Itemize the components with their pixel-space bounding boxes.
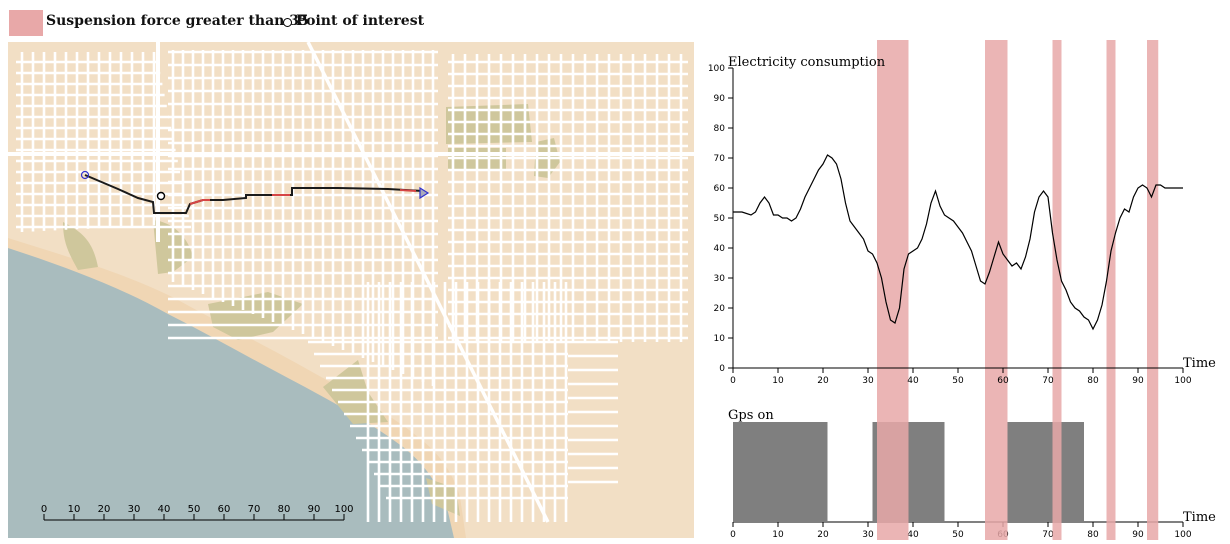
suspension-highlight-band (985, 40, 1008, 540)
scale-bar-tick-label: 90 (308, 504, 321, 515)
electricity-x-tick-label: 100 (1174, 376, 1191, 386)
gps-x-tick-label: 0 (730, 530, 736, 540)
map-road (306, 41, 550, 523)
scale-bar-tick-label: 60 (218, 504, 231, 515)
route-track (84, 174, 424, 214)
gps-x-tick-label: 30 (862, 530, 874, 540)
poi-legend-label: Point of interest (296, 13, 425, 29)
scale-bar-tick-label: 80 (278, 504, 291, 515)
electricity-chart-title: Electricity consumption (728, 55, 886, 70)
electricity-y-tick-label: 70 (714, 154, 726, 164)
highlight-legend-swatch (9, 10, 43, 36)
gps-x-tick-label: 100 (1174, 530, 1191, 540)
electricity-series-line (733, 154, 1183, 331)
suspension-highlight-bands (877, 40, 1159, 540)
electricity-x-tick-label: 90 (1132, 376, 1144, 386)
electricity-y-tick-label: 0 (719, 364, 725, 374)
scale-bar-tick-label: 20 (98, 504, 111, 515)
highlight-legend-label: Suspension force greater than 35 (46, 13, 309, 29)
route-track-highlight (399, 189, 417, 192)
electricity-chart-xlabel: Time (1183, 356, 1216, 371)
route-start-marker-icon[interactable] (80, 170, 90, 180)
electricity-x-tick-label: 10 (772, 376, 784, 386)
map-panel[interactable]: 0 10 20 30 40 50 60 70 80 90 100 (8, 41, 694, 538)
scale-bar-tick-label: 100 (334, 504, 353, 515)
gps-x-tick-label: 40 (907, 530, 919, 540)
gps-chart-xlabel: Time (1183, 510, 1216, 525)
electricity-y-tick-label: 30 (714, 274, 726, 284)
electricity-x-tick-label: 50 (952, 376, 964, 386)
gps-x-tick-label: 50 (952, 530, 964, 540)
gps-x-tick-label: 10 (772, 530, 784, 540)
electricity-y-tick-label: 10 (714, 334, 726, 344)
gps-x-tick-label: 20 (817, 530, 829, 540)
suspension-highlight-band (1106, 40, 1116, 540)
suspension-highlight-band (877, 40, 909, 540)
gps-on-bar (733, 422, 828, 522)
park (63, 222, 98, 270)
point-of-interest-marker[interactable] (156, 191, 166, 201)
map-water (8, 248, 454, 538)
scale-bar-tick-label: 30 (128, 504, 141, 515)
scale-bar-tick-label: 10 (68, 504, 81, 515)
electricity-x-tick-label: 70 (1042, 376, 1054, 386)
gps-x-tick-label: 80 (1087, 530, 1099, 540)
electricity-y-tick-label: 40 (714, 244, 726, 254)
suspension-highlight-band (1052, 40, 1062, 540)
electricity-chart: Electricity consumption Time 0 10 20 30 40 50… (708, 55, 1216, 386)
electricity-y-tick-label: 50 (714, 214, 726, 224)
gps-chart-title: Gps on (728, 408, 774, 423)
gps-x-tick-label: 70 (1042, 530, 1054, 540)
electricity-x-tick-label: 30 (862, 376, 874, 386)
route-track-highlight (189, 199, 210, 205)
electricity-x-tick-label: 0 (730, 376, 736, 386)
electricity-x-tick-label: 80 (1087, 376, 1099, 386)
electricity-x-tick-label: 20 (817, 376, 829, 386)
scale-bar-tick-label: 0 (41, 504, 47, 515)
poi-legend-marker-icon (283, 18, 292, 27)
map-roads (8, 41, 694, 523)
electricity-y-tick-label: 60 (714, 184, 726, 194)
map[interactable]: 0 10 20 30 40 50 60 70 80 90 100 (8, 41, 694, 538)
electricity-y-tick-label: 80 (714, 124, 726, 134)
scale-bar-tick-label: 40 (158, 504, 171, 515)
gps-on-bar (1007, 422, 1084, 522)
map-scale-bar: 0 10 20 30 40 50 60 70 80 90 100 (41, 504, 354, 521)
electricity-y-tick-label: 20 (714, 304, 726, 314)
scale-bar-tick-label: 70 (248, 504, 261, 515)
suspension-highlight-band (1147, 40, 1159, 540)
park (323, 360, 388, 424)
gps-x-tick-label: 90 (1132, 530, 1144, 540)
electricity-y-tick-label: 100 (708, 64, 725, 74)
scale-bar-tick-label: 50 (188, 504, 201, 515)
electricity-y-tick-label: 90 (714, 94, 726, 104)
electricity-x-tick-label: 40 (907, 376, 919, 386)
legend: Suspension force greater than 35 Point o… (0, 0, 700, 40)
electricity-x-tick-label: 60 (997, 376, 1009, 386)
route-end-arrow-icon[interactable] (419, 186, 430, 200)
